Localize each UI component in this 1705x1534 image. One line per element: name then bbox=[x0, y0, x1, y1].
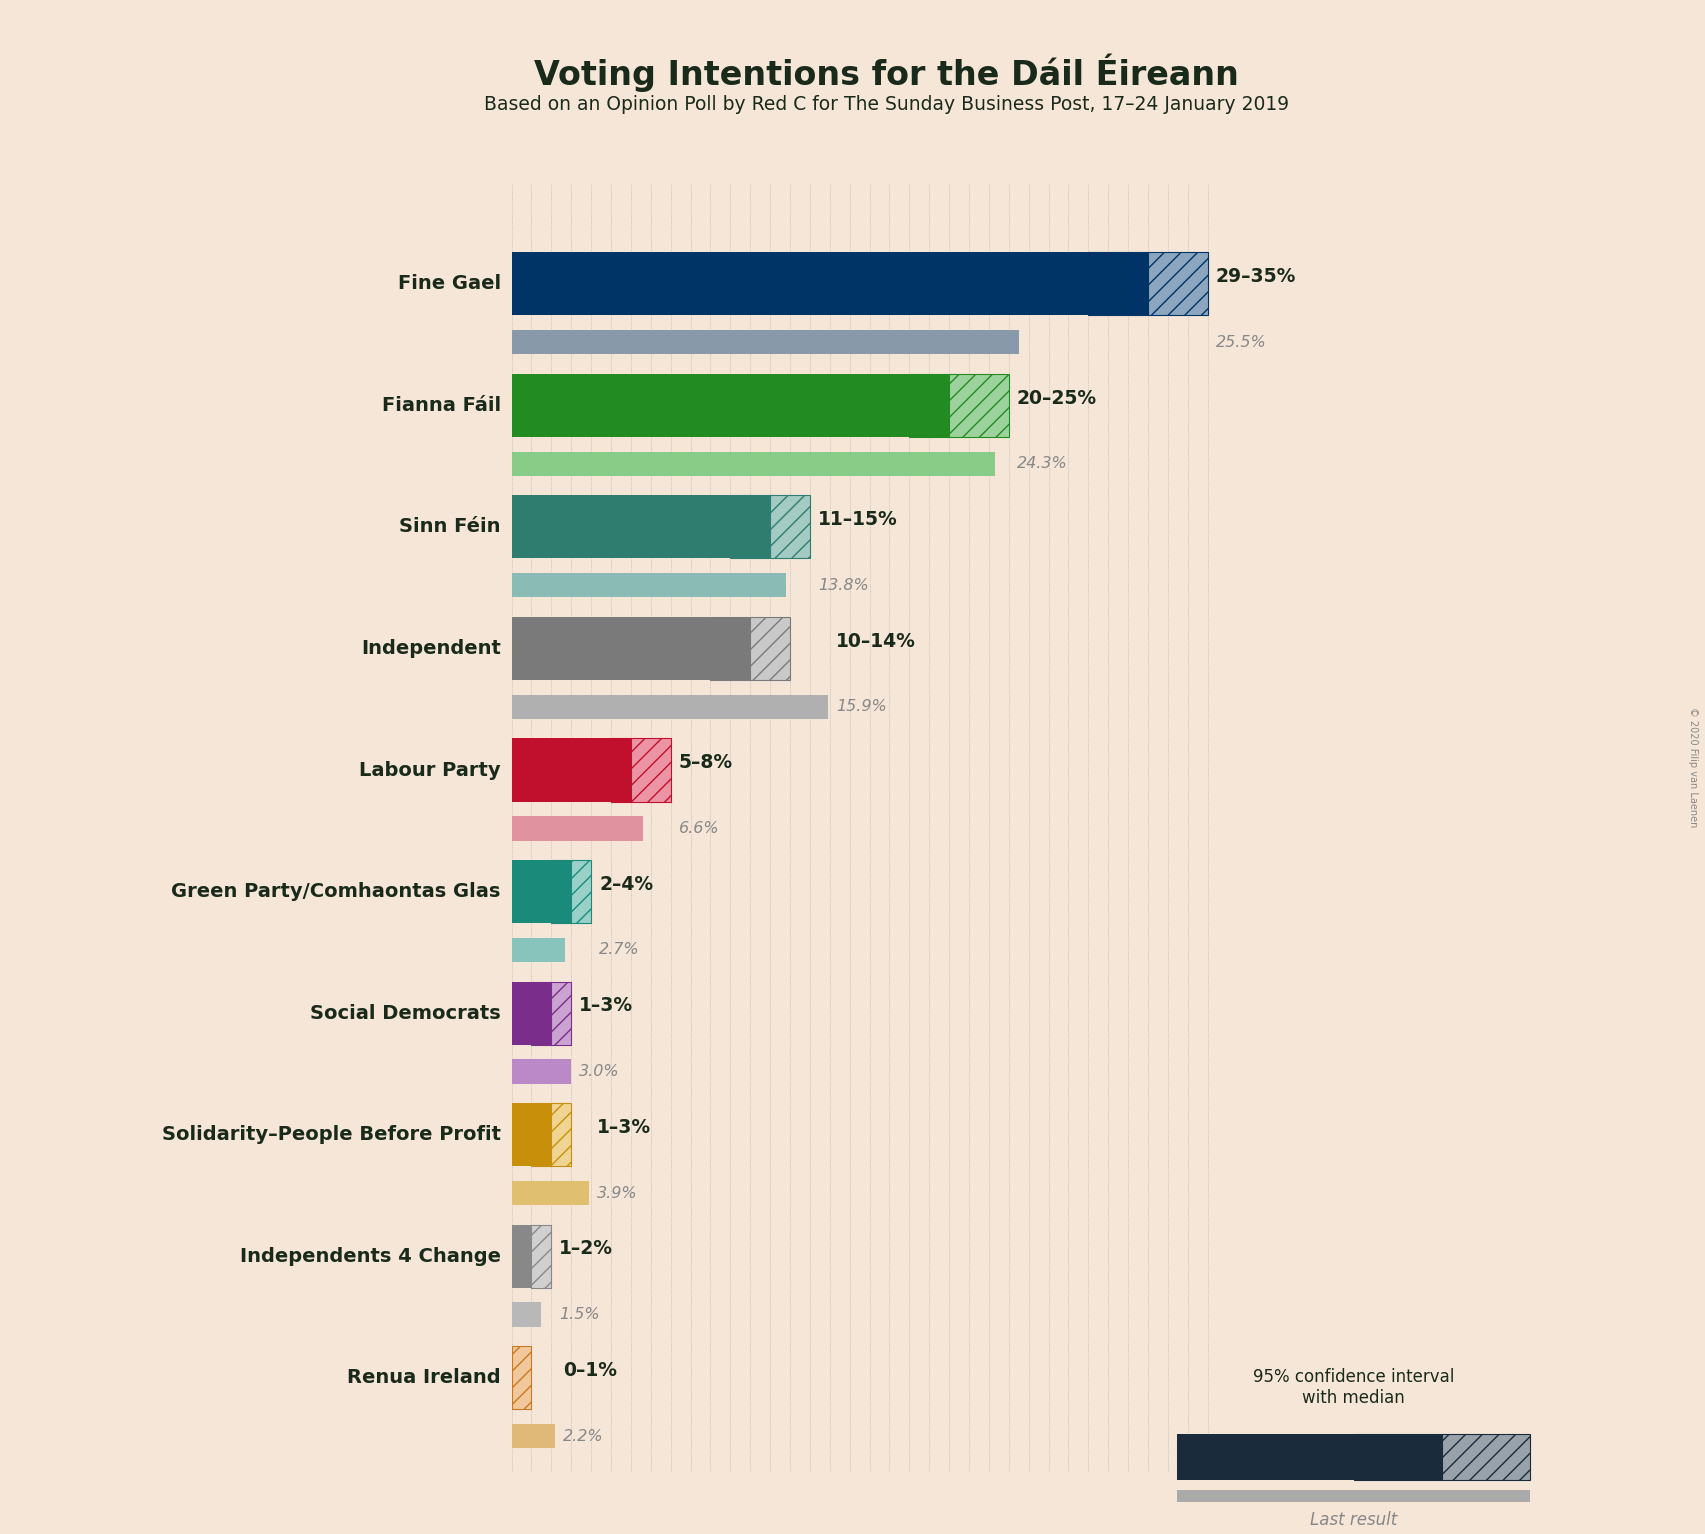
Bar bbox=[512, 574, 786, 597]
Text: 15.9%: 15.9% bbox=[835, 700, 887, 715]
Text: Social Democrats: Social Democrats bbox=[310, 1003, 501, 1023]
Bar bbox=[512, 937, 564, 962]
Text: © 2020 Filip van Laenen: © 2020 Filip van Laenen bbox=[1688, 707, 1698, 827]
Bar bbox=[1176, 1434, 1354, 1480]
Text: 3.0%: 3.0% bbox=[580, 1065, 619, 1078]
Text: 25.5%: 25.5% bbox=[1216, 334, 1267, 350]
Text: 1–2%: 1–2% bbox=[559, 1239, 614, 1258]
Bar bbox=[512, 374, 909, 437]
Bar bbox=[551, 1103, 571, 1166]
Text: 2.7%: 2.7% bbox=[598, 942, 639, 957]
Bar bbox=[512, 982, 532, 1045]
Text: 24.3%: 24.3% bbox=[1016, 456, 1067, 471]
Bar bbox=[1088, 252, 1147, 316]
Text: 2.2%: 2.2% bbox=[563, 1428, 604, 1443]
Text: Solidarity–People Before Profit: Solidarity–People Before Profit bbox=[162, 1126, 501, 1144]
Text: 2–4%: 2–4% bbox=[598, 874, 653, 894]
Bar bbox=[711, 617, 750, 680]
Bar bbox=[610, 738, 631, 802]
Bar bbox=[512, 1103, 532, 1166]
Bar bbox=[512, 1060, 571, 1083]
Text: Last result: Last result bbox=[1309, 1511, 1398, 1529]
Text: 3.9%: 3.9% bbox=[597, 1186, 638, 1201]
Bar bbox=[631, 738, 670, 802]
Bar bbox=[512, 1347, 532, 1410]
Bar bbox=[512, 451, 994, 476]
Text: Fianna Fáil: Fianna Fáil bbox=[382, 396, 501, 414]
Text: 0–1%: 0–1% bbox=[563, 1361, 617, 1381]
Text: Fine Gael: Fine Gael bbox=[397, 275, 501, 293]
Bar bbox=[571, 861, 592, 923]
Bar bbox=[1442, 1434, 1531, 1480]
Bar bbox=[551, 982, 571, 1045]
Bar bbox=[1354, 1434, 1442, 1480]
Text: 1–3%: 1–3% bbox=[597, 1118, 651, 1137]
Text: Sinn Féin: Sinn Féin bbox=[399, 517, 501, 537]
Text: 10–14%: 10–14% bbox=[835, 632, 916, 650]
Bar bbox=[532, 982, 551, 1045]
Text: 13.8%: 13.8% bbox=[818, 578, 868, 592]
Text: Independent: Independent bbox=[361, 640, 501, 658]
Text: 95% confidence interval
with median: 95% confidence interval with median bbox=[1253, 1368, 1454, 1407]
Text: 11–15%: 11–15% bbox=[818, 511, 897, 529]
Bar bbox=[532, 1103, 551, 1166]
Bar bbox=[512, 1302, 542, 1327]
Text: 5–8%: 5–8% bbox=[679, 753, 733, 772]
Bar bbox=[950, 374, 1009, 437]
Bar bbox=[551, 861, 571, 923]
Bar bbox=[512, 252, 1088, 316]
Bar bbox=[512, 861, 551, 923]
Text: Independents 4 Change: Independents 4 Change bbox=[240, 1247, 501, 1266]
Bar bbox=[512, 495, 730, 558]
Text: Renua Ireland: Renua Ireland bbox=[348, 1368, 501, 1387]
Bar bbox=[1147, 252, 1207, 316]
Bar bbox=[730, 495, 771, 558]
Text: 1–3%: 1–3% bbox=[580, 997, 633, 1016]
Bar bbox=[512, 816, 643, 841]
Text: Labour Party: Labour Party bbox=[360, 761, 501, 779]
Bar bbox=[1176, 1490, 1531, 1502]
Bar bbox=[512, 617, 711, 680]
Bar bbox=[512, 330, 1018, 354]
Text: 1.5%: 1.5% bbox=[559, 1307, 600, 1322]
Bar bbox=[512, 1224, 532, 1289]
Bar bbox=[512, 1424, 556, 1448]
Text: 29–35%: 29–35% bbox=[1216, 267, 1296, 285]
Text: Green Party/Comhaontas Glas: Green Party/Comhaontas Glas bbox=[172, 882, 501, 900]
Bar bbox=[512, 695, 827, 719]
Bar bbox=[909, 374, 950, 437]
Text: 20–25%: 20–25% bbox=[1016, 388, 1096, 408]
Bar bbox=[512, 738, 610, 802]
Text: Based on an Opinion Poll by Red C for The Sunday Business Post, 17–24 January 20: Based on an Opinion Poll by Red C for Th… bbox=[484, 95, 1289, 114]
Bar bbox=[532, 1224, 551, 1289]
Bar bbox=[512, 1181, 590, 1206]
Bar bbox=[771, 495, 810, 558]
Text: Voting Intentions for the Dáil Éireann: Voting Intentions for the Dáil Éireann bbox=[534, 54, 1240, 92]
Bar bbox=[750, 617, 789, 680]
Text: 6.6%: 6.6% bbox=[679, 821, 720, 836]
